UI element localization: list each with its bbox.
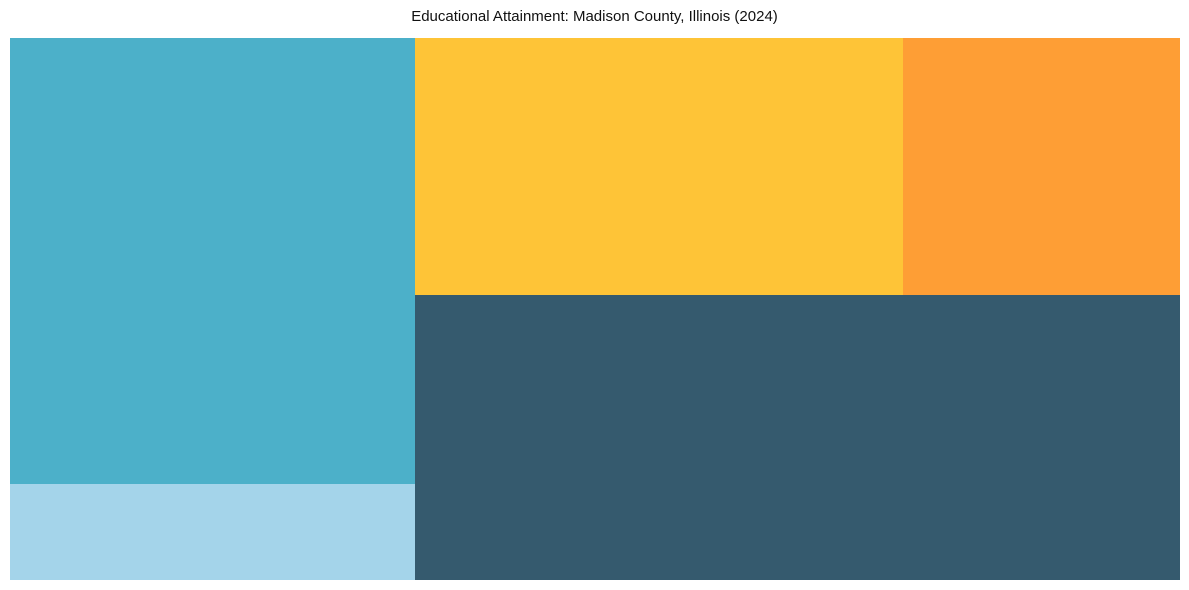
- treemap-tile: [415, 295, 1180, 580]
- treemap-plot-area: [10, 38, 1180, 580]
- treemap-tile: [903, 38, 1180, 295]
- treemap-tile: [415, 38, 903, 295]
- chart-title: Educational Attainment: Madison County, …: [411, 8, 778, 25]
- treemap-tile: [10, 484, 415, 580]
- treemap-tile: [10, 38, 415, 484]
